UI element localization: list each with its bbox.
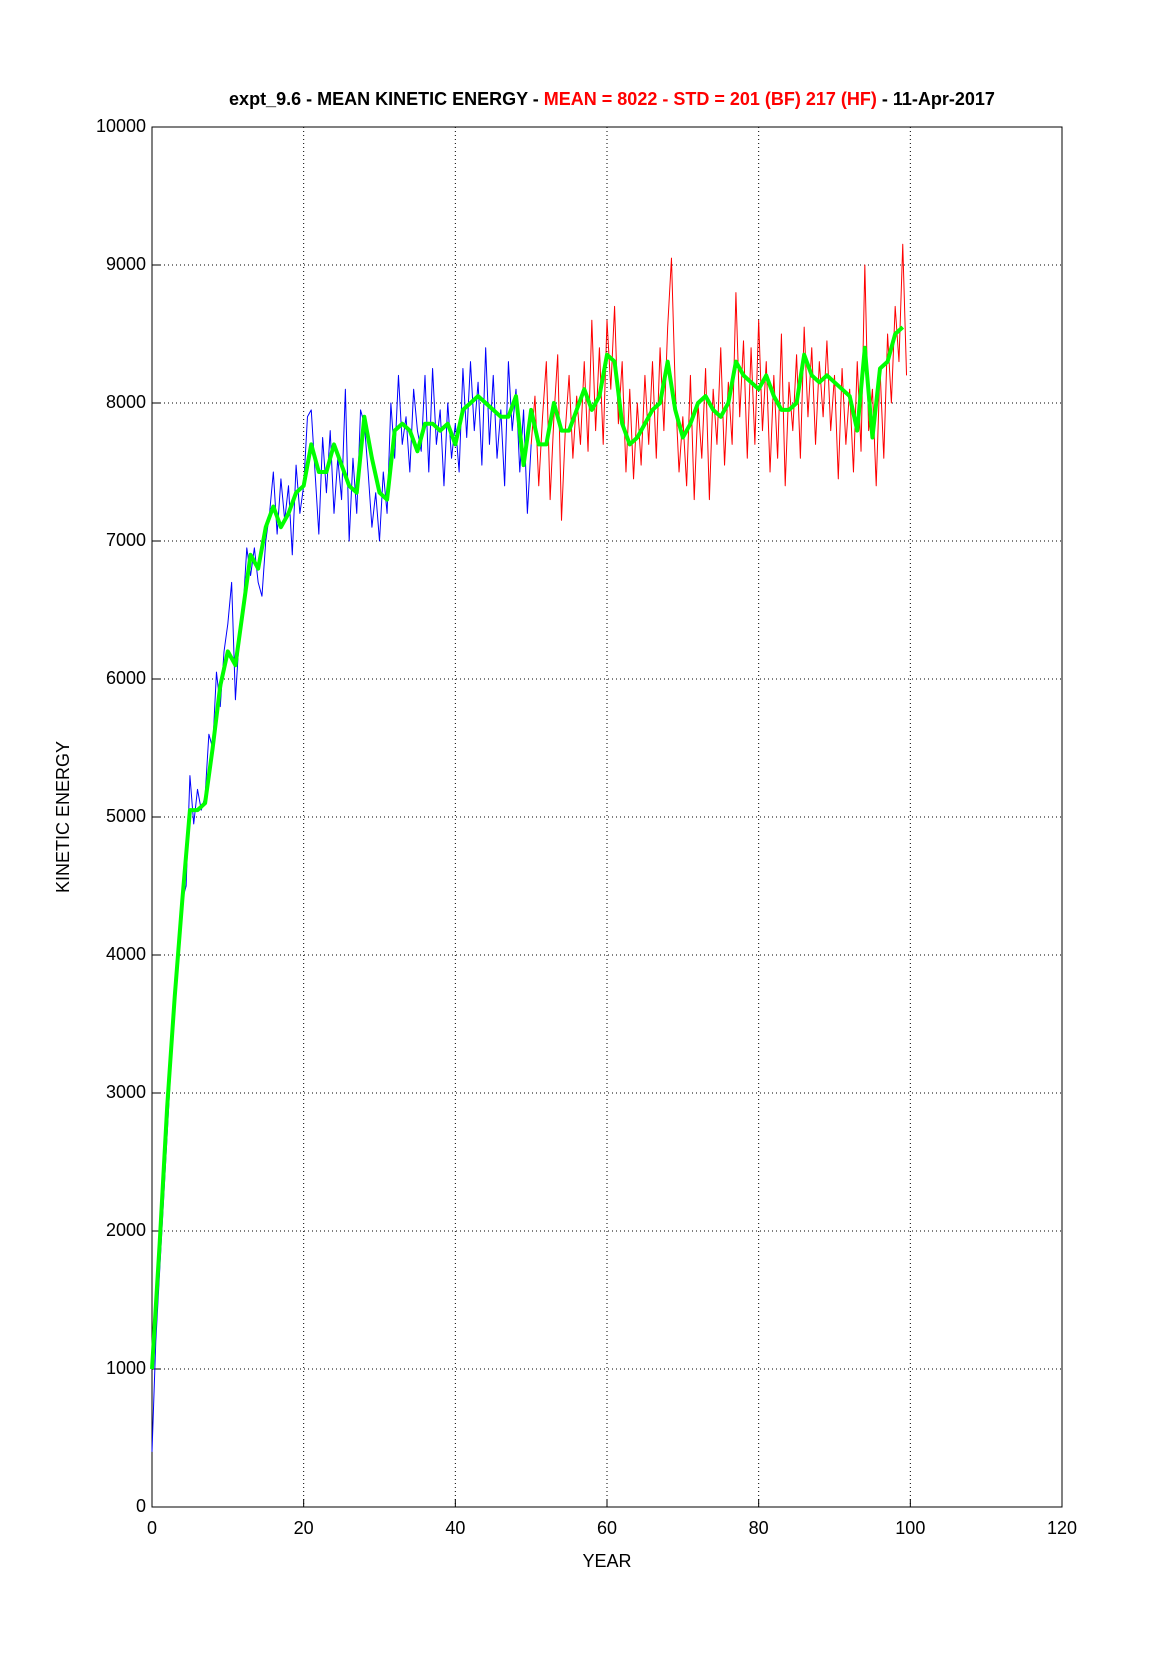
title-part: MEAN = 8022 - STD = 201 (BF) 217 (HF): [544, 89, 877, 109]
y-tick-label: 6000: [106, 668, 146, 688]
x-tick-label: 40: [445, 1518, 465, 1538]
y-tick-label: 5000: [106, 806, 146, 826]
chart-title: expt_9.6 - MEAN KINETIC ENERGY - MEAN = …: [229, 89, 995, 109]
x-axis-label: YEAR: [582, 1551, 631, 1571]
data-line: [151, 347, 532, 1452]
y-tick-label: 8000: [106, 392, 146, 412]
data-line: [530, 243, 908, 521]
plot-frame: [151, 126, 1063, 1508]
y-tick-label: 2000: [106, 1220, 146, 1240]
x-tick-label: 120: [1047, 1518, 1077, 1538]
x-tick-label: 0: [147, 1518, 157, 1538]
y-tick-label: 0: [136, 1496, 146, 1516]
x-tick-label: 100: [895, 1518, 925, 1538]
x-tick-label: 60: [597, 1518, 617, 1538]
y-tick-label: 4000: [106, 944, 146, 964]
y-tick-label: 7000: [106, 530, 146, 550]
x-tick-label: 80: [749, 1518, 769, 1538]
y-tick-label: 1000: [106, 1358, 146, 1378]
data-line: [150, 325, 905, 1370]
title-part: - 11-Apr-2017: [877, 89, 995, 109]
y-tick-label: 10000: [96, 116, 146, 136]
y-axis-label: KINETIC ENERGY: [53, 741, 73, 893]
y-tick-label: 3000: [106, 1082, 146, 1102]
x-tick-label: 20: [294, 1518, 314, 1538]
y-tick-label: 9000: [106, 254, 146, 274]
title-part: expt_9.6 - MEAN KINETIC ENERGY -: [229, 89, 544, 109]
